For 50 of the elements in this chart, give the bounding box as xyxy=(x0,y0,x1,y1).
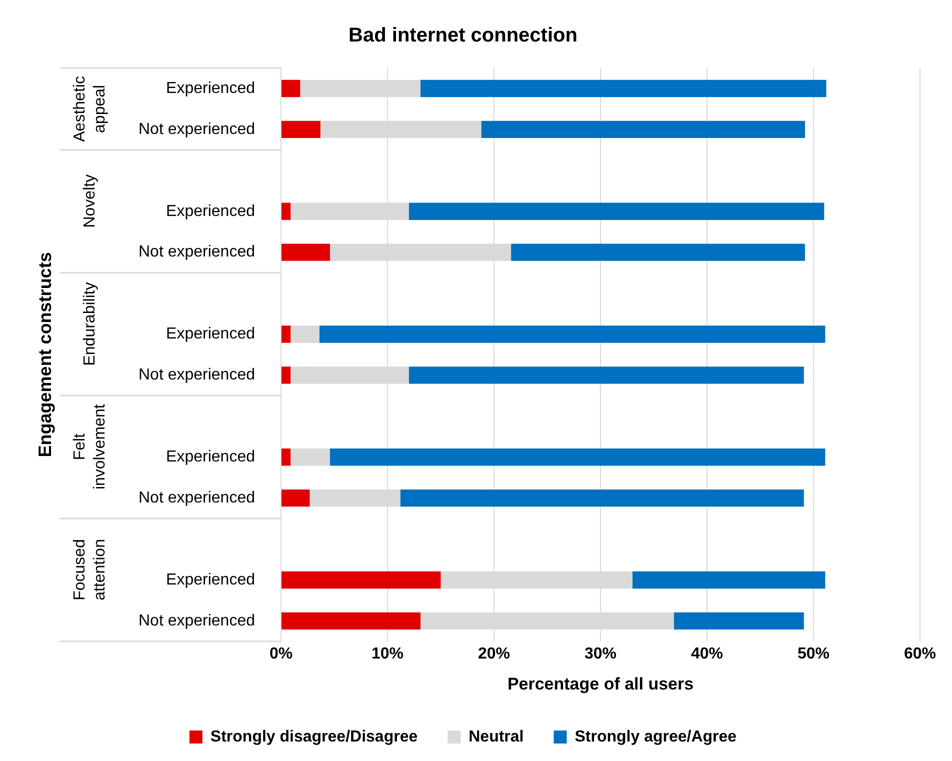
legend-label: Neutral xyxy=(468,728,524,746)
x-tick-label: 0% xyxy=(269,645,293,662)
bar xyxy=(511,244,805,261)
legend-label: Strongly agree/Agree xyxy=(574,728,737,746)
x-tick-label: 60% xyxy=(904,645,936,662)
text: Focused attention xyxy=(71,539,108,600)
y-tick-label: Not experienced xyxy=(138,120,255,138)
bar xyxy=(400,489,804,507)
text: Endurability xyxy=(81,282,98,366)
bar xyxy=(481,120,805,138)
text: Novelty xyxy=(81,174,98,228)
y-tick-label: Experienced xyxy=(166,80,255,97)
bar xyxy=(290,326,320,343)
x-tick-label: 30% xyxy=(584,645,617,662)
x-tick-label: 10% xyxy=(371,645,404,662)
bar xyxy=(632,571,826,589)
bar xyxy=(282,80,300,98)
bar xyxy=(282,448,291,466)
y-tick-label: Not experienced xyxy=(138,244,255,261)
bar xyxy=(319,326,826,343)
x-tick-label: 50% xyxy=(797,645,830,662)
text: Aesthetic appeal xyxy=(71,76,108,142)
bar xyxy=(420,80,826,98)
text: Felt involvement xyxy=(71,404,108,490)
y-tick-label: Not experienced xyxy=(138,366,255,384)
bar xyxy=(408,202,824,220)
x-tick-label: 40% xyxy=(690,645,724,662)
bar xyxy=(282,326,291,343)
bar xyxy=(408,366,804,384)
bar xyxy=(330,448,826,466)
x-tick-label: 20% xyxy=(478,645,510,662)
bar xyxy=(282,120,320,138)
y-tick-label: Experienced xyxy=(166,571,255,588)
y-axis-title: Engagement constructs xyxy=(34,252,55,458)
bar xyxy=(282,202,291,220)
bar xyxy=(282,489,310,507)
bar xyxy=(674,612,804,630)
bar xyxy=(282,571,441,589)
y-tick-label: Not experienced xyxy=(138,612,255,630)
bar xyxy=(290,448,330,466)
bar xyxy=(282,366,291,384)
x-axis-title: Percentage of all users xyxy=(507,674,694,694)
y-tick-label: Experienced xyxy=(166,448,255,466)
y-tick-label: Not experienced xyxy=(138,489,255,506)
bar xyxy=(282,612,421,630)
legend-label: Strongly disagree/Disagree xyxy=(210,728,418,746)
y-tick-label: Experienced xyxy=(166,202,255,220)
chart-title: Bad internet connection xyxy=(348,24,578,47)
y-tick-label: Experienced xyxy=(166,326,255,343)
bar xyxy=(282,244,330,261)
